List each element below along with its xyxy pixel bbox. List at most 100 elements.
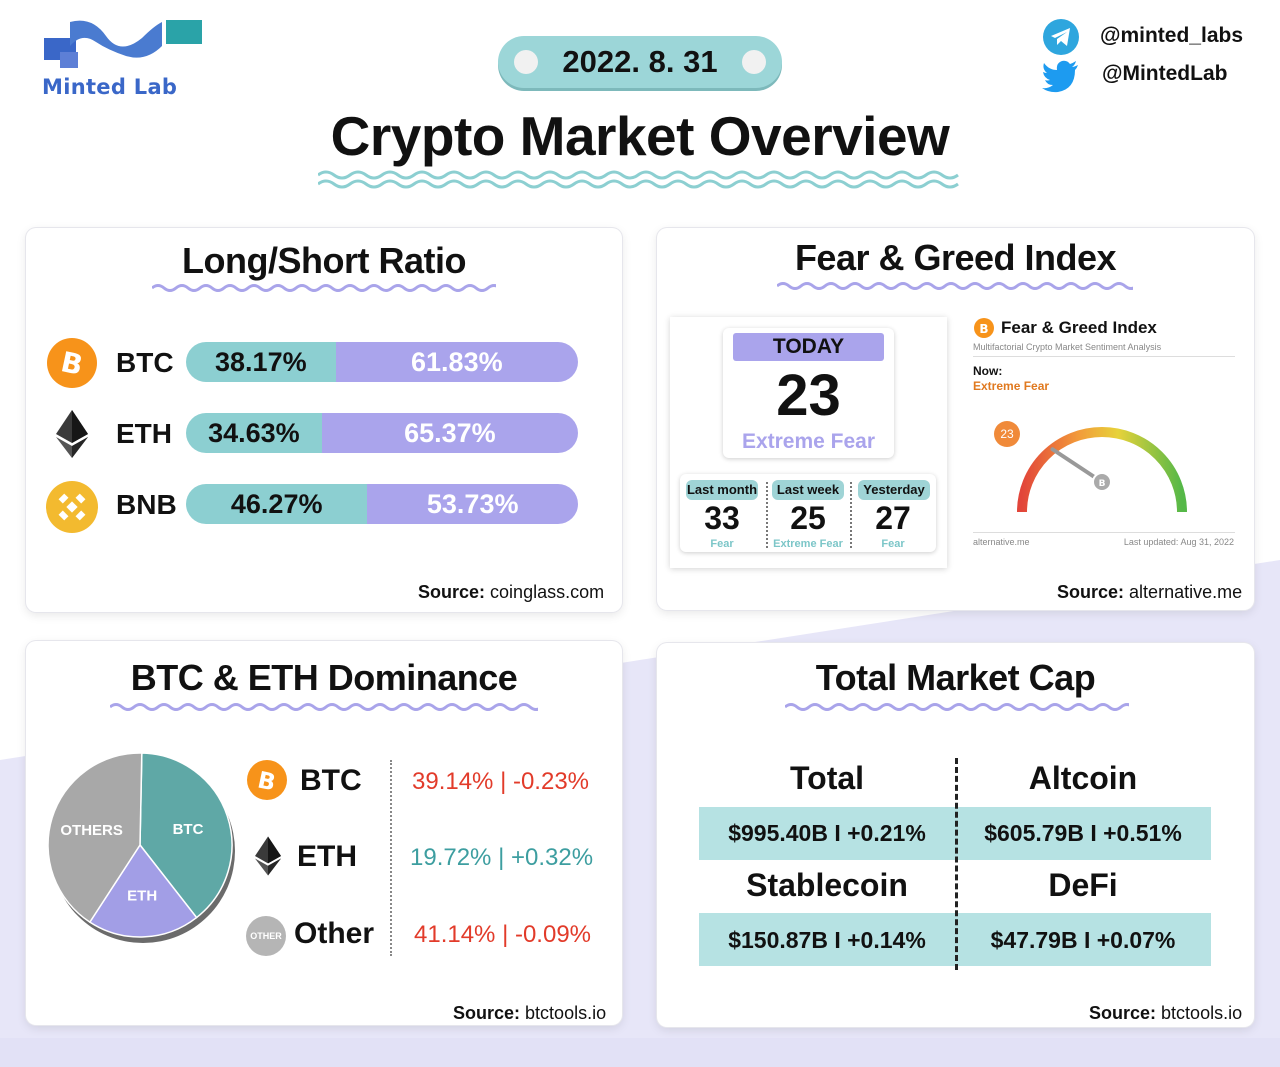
fear-greed-title: Fear & Greed Index xyxy=(794,237,1117,278)
fg-gauge: B xyxy=(1017,427,1187,513)
fg-widget-title: Fear & Greed Index xyxy=(1001,318,1157,337)
twitter-handle: @MintedLab xyxy=(1102,62,1228,85)
long-short-source: Source: coinglass.com xyxy=(418,582,604,603)
mc-label-altcoin: Altcoin xyxy=(1028,760,1138,796)
fear-greed-source: Source: alternative.me xyxy=(1057,582,1242,603)
mc-label-stablecoin: Stablecoin xyxy=(746,867,908,903)
source-label: Source: xyxy=(418,582,486,602)
ls-coin-label: BNB xyxy=(116,489,177,520)
source-label: Source: xyxy=(453,1003,521,1023)
btc-icon: B xyxy=(974,318,994,338)
social-twitter[interactable]: @MintedLab xyxy=(1042,56,1262,96)
mc-label-total: Total xyxy=(789,760,865,796)
dom-divider xyxy=(390,760,392,956)
ls-short-segment: 53.73% xyxy=(367,484,578,524)
date-text: 2022. 8. 31 xyxy=(562,44,718,79)
eth-icon xyxy=(56,410,88,458)
source-label: Source: xyxy=(1057,582,1125,602)
pie-slice-eth xyxy=(88,843,198,938)
long-short-title: Long/Short Ratio xyxy=(182,240,466,281)
logo-mark-icon xyxy=(44,20,202,68)
title-wave xyxy=(318,170,959,189)
fg-divider xyxy=(766,482,768,548)
fg-gauge-badge: 23 xyxy=(994,421,1020,447)
mc-value-total: $995.40B I +0.21% xyxy=(728,820,926,846)
market-cap-source: Source: btctools.io xyxy=(1089,1003,1242,1024)
market-cap-title: Total Market Cap xyxy=(815,657,1096,698)
mc-value-altcoin: $605.79B I +0.51% xyxy=(984,820,1182,846)
svg-text:B: B xyxy=(979,322,988,336)
mc-label-defi: DeFi xyxy=(1048,867,1118,903)
fg-today-value: 23 xyxy=(776,363,841,428)
fg-today-text: Extreme Fear xyxy=(741,430,876,453)
fg-today-box: TODAY 23 Extreme Fear xyxy=(723,328,894,458)
fg-today-label: TODAY xyxy=(733,333,884,361)
mc-value-stablecoin: $150.87B I +0.14% xyxy=(728,927,926,953)
telegram-handle: @minted_labs xyxy=(1100,24,1244,47)
pie-slice-others xyxy=(47,752,143,924)
ls-long-segment: 38.17% xyxy=(186,342,336,382)
ls-coin-label: BTC xyxy=(116,347,174,378)
fg-history-label: Yesterday xyxy=(858,480,930,500)
mc-divider xyxy=(955,758,958,970)
ls-short-segment: 65.37% xyxy=(321,413,578,453)
pill-dot-right xyxy=(742,50,766,74)
fear-greed-title-wave xyxy=(777,282,1133,290)
fg-history-text: Fear xyxy=(710,538,734,550)
fg-history-value: 27 xyxy=(875,500,911,536)
long-short-title-wave xyxy=(152,284,496,292)
fg-history-label: Last week xyxy=(772,480,844,500)
source-label: Source: xyxy=(1089,1003,1157,1023)
market-cap-title-wave xyxy=(785,703,1129,711)
ls-bar-btc: 38.17% 61.83% xyxy=(186,342,578,382)
brand-logo: Minted Lab xyxy=(42,16,207,99)
fg-now-text: Extreme Fear xyxy=(973,379,1050,393)
dom-coin-label: ETH xyxy=(297,840,357,873)
pill-dot-left xyxy=(514,50,538,74)
twitter-icon xyxy=(1042,60,1078,93)
source-link[interactable]: coinglass.com xyxy=(490,582,605,602)
other-icon: OTHER xyxy=(246,916,286,956)
bnb-icon xyxy=(46,481,98,533)
fg-widget-subtitle: Multifactorial Crypto Market Sentiment A… xyxy=(973,342,1162,352)
dominance-title-wave xyxy=(110,703,538,711)
brand-name: Minted Lab xyxy=(42,75,178,99)
fg-footer-right: Last updated: Aug 31, 2022 xyxy=(1123,537,1234,547)
page-title: Crypto Market Overview xyxy=(330,105,950,167)
dominance-title: BTC & ETH Dominance xyxy=(130,657,518,698)
mc-value-defi: $47.79B I +0.07% xyxy=(990,927,1176,953)
pie-label-btc: BTC xyxy=(173,821,204,838)
dom-value: 41.14% | -0.09% xyxy=(414,921,592,948)
dominance-source: Source: btctools.io xyxy=(453,1003,606,1024)
ls-bar-bnb: 46.27% 53.73% xyxy=(186,484,578,524)
fg-footer-left: alternative.me xyxy=(973,537,1030,547)
source-link[interactable]: btctools.io xyxy=(1161,1003,1243,1023)
eth-icon xyxy=(255,836,281,876)
btc-icon: B xyxy=(47,338,97,388)
fg-history-box: Last month 33 Fear Last week 25 Extreme … xyxy=(680,474,936,552)
source-link[interactable]: alternative.me xyxy=(1129,582,1243,602)
dom-value: 39.14% | -0.23% xyxy=(412,768,590,795)
pie-label-others: OTHERS xyxy=(60,822,123,839)
ls-coin-label: ETH xyxy=(116,418,172,449)
fg-divider xyxy=(850,482,852,548)
social-telegram[interactable]: @minted_labs xyxy=(1042,16,1262,56)
dom-coin-label: BTC xyxy=(300,764,362,797)
fg-history-value: 33 xyxy=(704,500,740,536)
telegram-icon xyxy=(1043,19,1079,55)
fg-history-value: 25 xyxy=(790,500,826,536)
ls-long-segment: 46.27% xyxy=(186,484,368,524)
pie-label-eth: ETH xyxy=(127,888,157,905)
fg-history-text: Fear xyxy=(881,538,905,550)
ls-long-segment: 34.63% xyxy=(186,413,322,453)
pie-slice-btc xyxy=(139,752,233,919)
fg-history-text: Extreme Fear xyxy=(773,538,843,550)
date-pill: 2022. 8. 31 xyxy=(498,36,782,88)
dom-value: 19.72% | +0.32% xyxy=(410,844,594,871)
source-link[interactable]: btctools.io xyxy=(525,1003,607,1023)
fg-widget-rule xyxy=(973,532,1235,533)
ls-short-segment: 61.83% xyxy=(335,342,578,382)
dominance-pie-chart: BTC ETH OTHERS xyxy=(47,752,235,943)
btc-icon: B xyxy=(247,760,287,800)
fg-widget: B Fear & Greed Index Multifactorial Cryp… xyxy=(972,316,1236,552)
